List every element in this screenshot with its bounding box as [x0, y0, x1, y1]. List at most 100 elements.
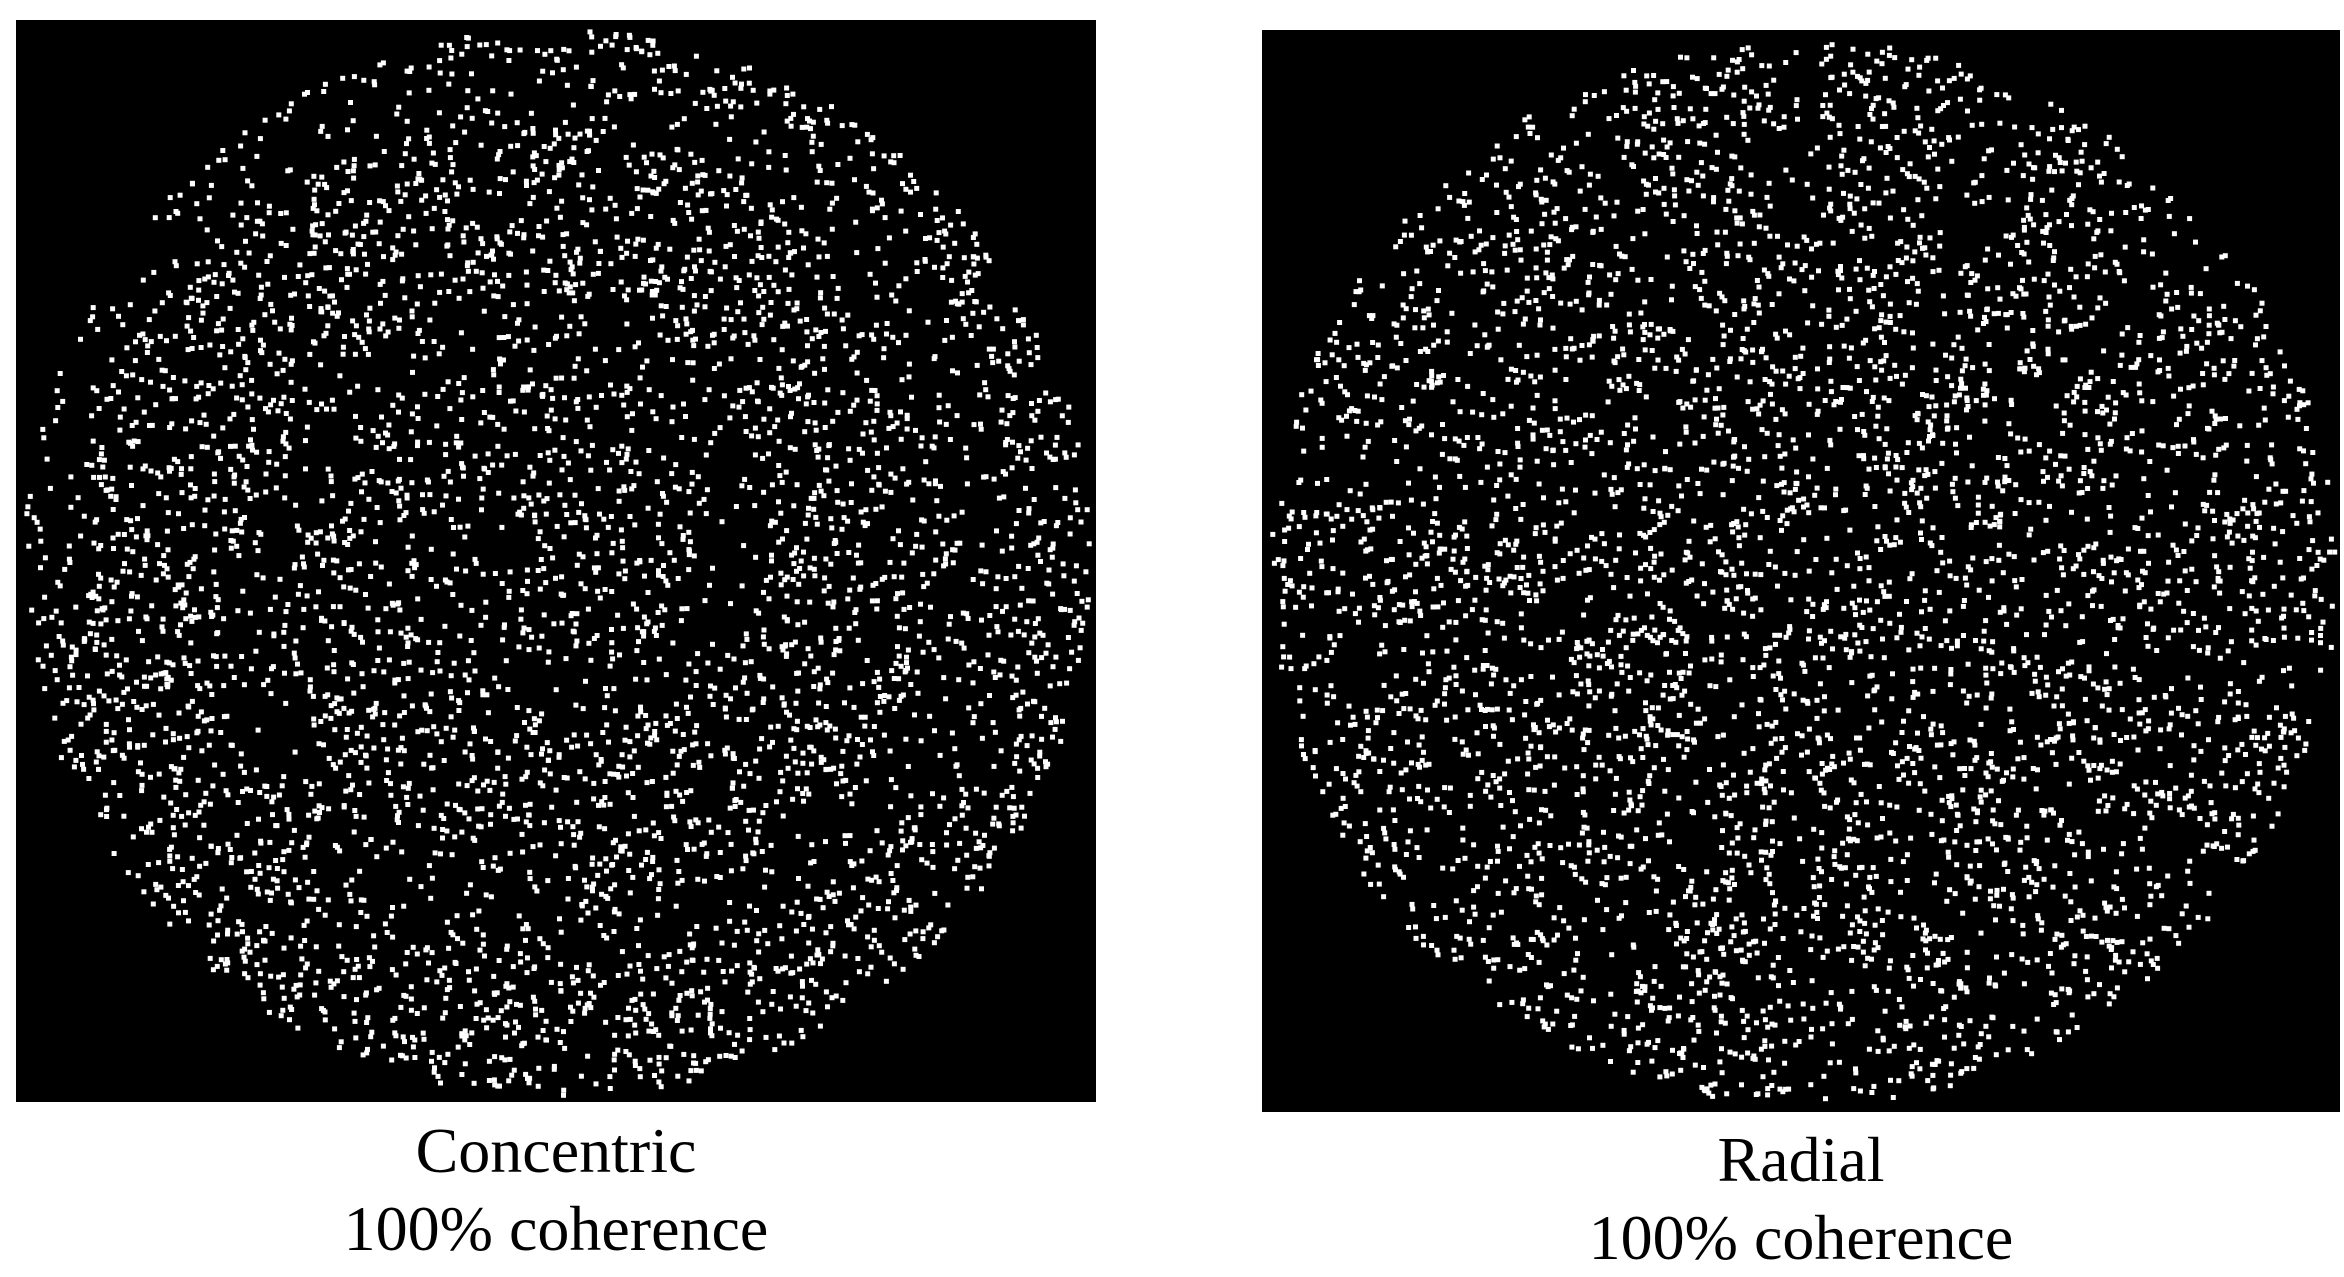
dot — [292, 749, 298, 755]
dot — [553, 853, 559, 859]
dot — [155, 654, 161, 660]
dot — [551, 621, 557, 627]
dot — [993, 586, 999, 592]
dot — [702, 598, 708, 604]
dot — [310, 223, 316, 229]
dot — [492, 855, 498, 861]
dot — [540, 783, 546, 789]
dot — [903, 736, 909, 742]
dot — [1026, 598, 1032, 604]
dot — [1039, 736, 1045, 742]
dot — [141, 742, 147, 748]
dot — [188, 328, 194, 334]
dot — [462, 534, 468, 540]
dot — [805, 419, 811, 425]
dot — [231, 675, 237, 680]
dot — [593, 1081, 599, 1087]
dot — [468, 638, 474, 643]
dot — [135, 769, 141, 775]
dot — [551, 1063, 557, 1069]
dot — [624, 47, 630, 53]
dot — [186, 918, 191, 924]
dot — [753, 139, 759, 145]
dot — [957, 540, 963, 546]
dot — [41, 435, 47, 441]
dot — [87, 318, 93, 324]
dot — [743, 385, 749, 391]
dot — [645, 505, 651, 511]
dot — [236, 553, 242, 559]
dot — [760, 810, 766, 816]
dot — [459, 1031, 465, 1037]
dot — [450, 123, 456, 129]
dot — [132, 358, 138, 364]
dot — [849, 356, 855, 362]
dot — [382, 292, 388, 298]
dot — [208, 609, 214, 615]
dot — [2054, 587, 2060, 593]
dot — [535, 1083, 541, 1089]
dot — [589, 49, 595, 55]
dot — [708, 1001, 714, 1007]
dot — [255, 727, 261, 733]
dot — [567, 284, 573, 290]
dot — [344, 727, 350, 732]
dot — [53, 608, 59, 614]
dot — [545, 757, 551, 763]
dot — [423, 193, 429, 199]
dot — [608, 514, 614, 519]
dot — [945, 403, 951, 409]
dot — [197, 835, 203, 841]
dot — [744, 927, 750, 933]
dot — [654, 479, 660, 485]
dot — [434, 731, 440, 737]
dot — [2262, 499, 2268, 505]
dot — [188, 613, 194, 619]
dot — [634, 560, 640, 566]
dot — [316, 906, 322, 912]
dot — [1021, 632, 1027, 638]
dot — [467, 882, 473, 888]
dot — [558, 929, 564, 935]
dot — [1667, 140, 1673, 146]
dot — [895, 644, 900, 650]
dot — [597, 595, 603, 601]
dot — [173, 603, 179, 609]
dot — [900, 838, 906, 844]
dot — [238, 516, 244, 522]
dot — [684, 606, 690, 612]
dot — [743, 717, 749, 722]
dot — [688, 1027, 694, 1033]
dot — [874, 700, 880, 706]
dot — [672, 818, 678, 824]
dot — [237, 855, 243, 861]
dot — [918, 443, 924, 449]
dot — [278, 240, 284, 246]
dot — [797, 381, 802, 387]
dot — [514, 120, 520, 126]
dot — [971, 659, 977, 665]
dot — [281, 995, 287, 1001]
dot — [619, 848, 625, 854]
dot — [640, 1002, 646, 1008]
dot — [225, 841, 231, 847]
dot — [2254, 336, 2260, 342]
dot — [657, 332, 663, 338]
dot — [2157, 746, 2163, 752]
dot — [790, 358, 796, 364]
dot — [366, 326, 372, 332]
dot — [245, 404, 251, 410]
dot — [446, 289, 452, 294]
dot — [664, 499, 670, 505]
dot — [752, 503, 758, 509]
dot — [847, 859, 853, 865]
dot — [479, 806, 485, 812]
dot — [665, 963, 671, 969]
dot — [674, 1018, 680, 1023]
dot — [202, 523, 208, 529]
dot — [865, 971, 871, 977]
dot — [612, 88, 618, 94]
dot — [358, 529, 364, 535]
dot — [667, 246, 673, 252]
dot — [814, 521, 820, 527]
